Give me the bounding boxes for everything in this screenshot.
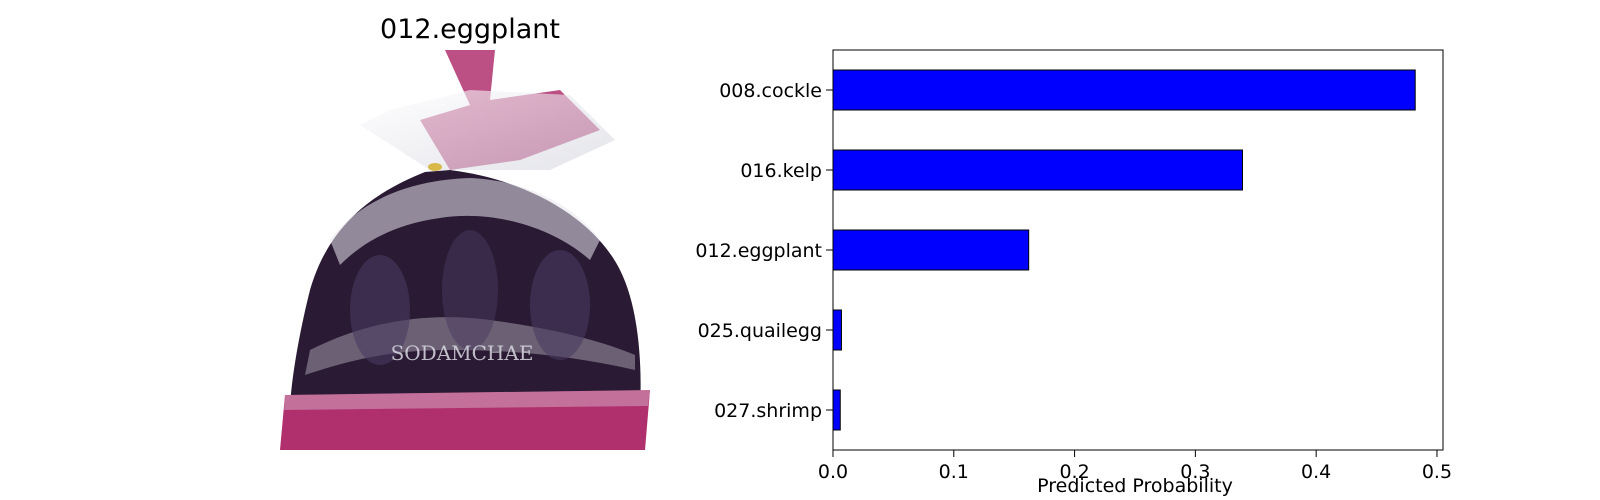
bar-012.eggplant xyxy=(832,229,1030,271)
y-tick-label: 016.kelp xyxy=(740,160,822,182)
bag-print-text: SODAMCHAE xyxy=(391,341,534,365)
x-tick-label: 0.4 xyxy=(1301,461,1331,483)
x-axis-label: Predicted Probability xyxy=(1037,475,1233,497)
bag-tie xyxy=(428,163,442,171)
bar-008.cockle xyxy=(832,69,1416,111)
bar-027.shrimp xyxy=(832,389,841,431)
y-tick-label: 012.eggplant xyxy=(695,240,822,262)
x-tick-label: 0.1 xyxy=(939,461,969,483)
y-tick-label: 025.quailegg xyxy=(698,320,822,342)
eggplant-bag-photo: SODAMCHAE xyxy=(280,50,650,450)
x-tick-label: 0.0 xyxy=(818,461,848,483)
bag-knot xyxy=(360,90,615,170)
image-title: 012.eggplant xyxy=(380,14,560,45)
x-tick-label: 0.2 xyxy=(1059,461,1089,483)
x-tick-label: 0.3 xyxy=(1180,461,1210,483)
bag-bottom-band xyxy=(280,390,650,450)
bag-sheen xyxy=(330,178,600,265)
bar-025.quailegg xyxy=(832,309,842,351)
bar-016.kelp xyxy=(832,149,1243,191)
y-tick-label: 008.cockle xyxy=(719,80,822,102)
y-tick-label: 027.shrimp xyxy=(714,400,822,422)
x-tick-label: 0.5 xyxy=(1422,461,1452,483)
